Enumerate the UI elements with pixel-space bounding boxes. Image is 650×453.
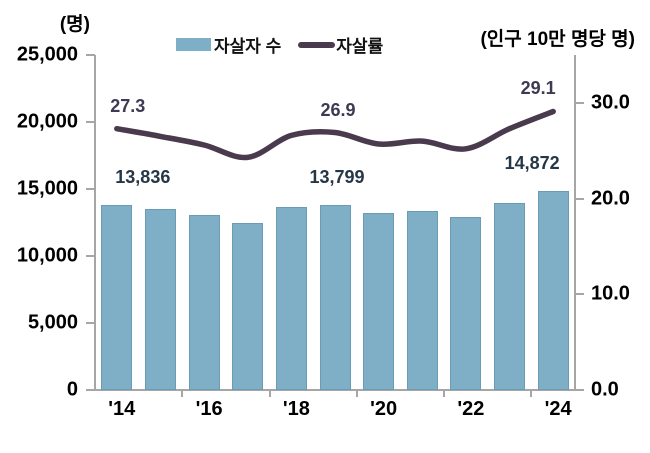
right-axis-tick-label: 20.0 (591, 187, 630, 210)
right-axis-tick (575, 101, 584, 104)
x-axis-tick (181, 390, 184, 397)
right-axis-tick (575, 293, 584, 296)
right-axis-tick-label: 0.0 (591, 378, 619, 401)
left-axis-tick-label: 20,000 (16, 110, 78, 133)
x-axis-tick (268, 390, 271, 397)
bar-value-label-2024: 14,872 (504, 152, 560, 173)
bar-value-label-2019: 13,799 (309, 167, 365, 188)
left-axis-tick-label: 0 (66, 378, 78, 401)
left-axis-tick-label: 25,000 (16, 43, 78, 66)
line-series-swatch-icon (298, 41, 336, 48)
rate-value-label-2019: 26.9 (320, 99, 356, 120)
bar-2017 (232, 222, 264, 390)
bar-value-label-2014: 13,836 (115, 166, 171, 187)
left-axis-tick (86, 255, 95, 257)
bar-2015 (144, 208, 176, 390)
rate-value-label-2014: 27.3 (110, 95, 146, 116)
left-axis-tick-label: 10,000 (16, 244, 78, 267)
bar-2022 (450, 217, 482, 390)
bar-2020 (363, 213, 395, 390)
x-axis-tick-label: '16 (195, 398, 223, 420)
x-axis-tick-label: '18 (282, 398, 310, 420)
left-axis-tick (86, 54, 95, 56)
left-axis-tick (86, 389, 95, 391)
bar-series-swatch-icon (176, 38, 211, 51)
right-axis-line (574, 55, 576, 390)
rate-value-label-2024: 29.1 (520, 78, 556, 99)
left-axis-tick-label: 5,000 (27, 311, 78, 334)
bar-2021 (406, 211, 438, 390)
right-axis-tick-label: 10.0 (591, 282, 630, 305)
x-axis-tick-label: '14 (108, 398, 136, 420)
left-axis-tick (86, 188, 95, 190)
x-axis-tick-label: '22 (457, 398, 485, 420)
bar-2019 (319, 205, 351, 390)
x-axis-tick (443, 390, 446, 397)
legend: 자살자 수 자살률 (176, 32, 383, 57)
x-axis-tick (530, 390, 533, 397)
bar-2016 (188, 214, 220, 390)
left-axis-tick (86, 121, 95, 123)
bar-2024 (537, 190, 569, 390)
legend-label-suicide-rate: 자살률 (336, 37, 384, 56)
bar-2023 (494, 202, 526, 390)
right-axis-tick (575, 389, 584, 391)
left-axis-unit-label: (명) (59, 14, 90, 35)
left-axis-line (94, 55, 96, 390)
x-axis-line (94, 389, 576, 391)
left-axis-tick-label: 15,000 (16, 177, 78, 200)
legend-label-suicide-count: 자살자 수 (214, 37, 282, 56)
bar-2014 (101, 204, 133, 390)
bar-2018 (275, 206, 307, 390)
right-axis-tick (575, 197, 584, 200)
right-axis-tick-label: 30.0 (591, 91, 630, 114)
x-axis-tick-label: '20 (370, 398, 398, 420)
right-axis-unit-label: (인구 10만 명당 명) (480, 29, 635, 50)
left-axis-tick (86, 322, 95, 324)
x-axis-tick-label: '24 (544, 398, 572, 420)
x-axis-tick (355, 390, 358, 397)
